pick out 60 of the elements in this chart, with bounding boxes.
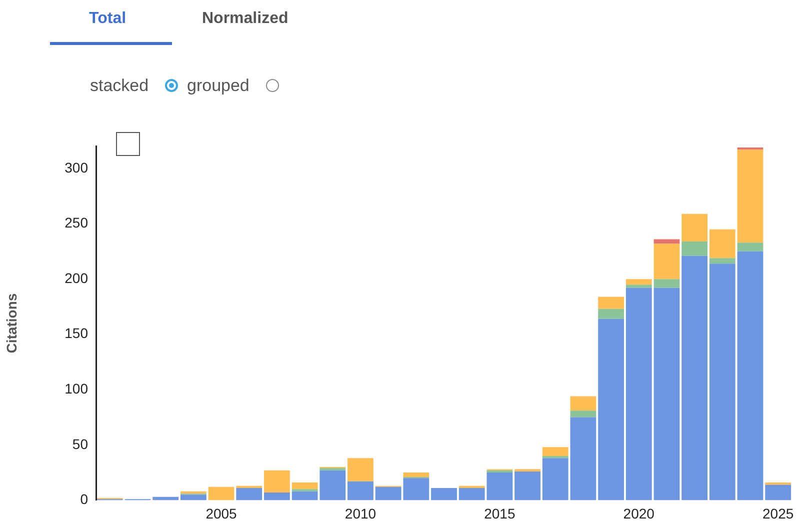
bar bbox=[626, 288, 652, 500]
bar bbox=[765, 484, 792, 500]
x-tick-label: 2010 bbox=[344, 505, 376, 522]
bar bbox=[236, 486, 262, 488]
bar bbox=[320, 470, 346, 500]
bar bbox=[264, 470, 290, 492]
bar bbox=[208, 486, 234, 500]
bar bbox=[654, 279, 680, 288]
bar bbox=[292, 482, 318, 490]
bar bbox=[570, 410, 596, 418]
bar bbox=[709, 258, 736, 264]
text: grouped bbox=[187, 76, 250, 96]
y-tick-label: 250 bbox=[64, 214, 88, 231]
bar bbox=[682, 256, 708, 500]
bar bbox=[570, 396, 596, 411]
bar bbox=[737, 150, 764, 243]
y-tick-label: 150 bbox=[64, 325, 88, 342]
bar bbox=[626, 284, 652, 288]
bar bbox=[709, 229, 736, 258]
bar bbox=[709, 264, 736, 500]
bar bbox=[348, 458, 374, 482]
bar bbox=[264, 492, 290, 500]
bar bbox=[403, 472, 430, 477]
bar bbox=[598, 296, 624, 309]
bar bbox=[737, 251, 764, 500]
bar bbox=[626, 279, 652, 285]
bar bbox=[236, 488, 262, 500]
x-tick-label: 2005 bbox=[206, 505, 238, 522]
bar bbox=[431, 488, 457, 500]
bar bbox=[292, 491, 318, 500]
bar bbox=[737, 242, 764, 252]
text: Normalized bbox=[202, 10, 288, 28]
bar bbox=[682, 241, 708, 256]
bar bbox=[542, 456, 568, 458]
bar bbox=[180, 494, 206, 500]
x-tick-label: 2015 bbox=[484, 505, 516, 522]
x-tick-label: 2020 bbox=[623, 505, 655, 522]
text: Total bbox=[89, 10, 126, 28]
bar bbox=[598, 308, 624, 319]
bar bbox=[486, 470, 513, 473]
bar bbox=[682, 214, 708, 242]
bar bbox=[514, 471, 540, 500]
bar bbox=[180, 491, 206, 494]
y-axis-title: Citations bbox=[3, 293, 20, 354]
bar bbox=[598, 318, 624, 500]
y-tick-label: 0 bbox=[80, 491, 88, 508]
y-tick-label: 50 bbox=[72, 436, 88, 452]
bar bbox=[152, 496, 179, 500]
bar bbox=[654, 244, 680, 280]
bar bbox=[654, 288, 680, 500]
bar bbox=[570, 417, 596, 500]
bar bbox=[348, 481, 374, 500]
x-tick-label: 2025 bbox=[762, 505, 794, 522]
y-tick-label: 200 bbox=[64, 270, 88, 286]
bar bbox=[542, 447, 568, 456]
bar bbox=[542, 458, 568, 500]
y-tick-label: 300 bbox=[64, 159, 88, 176]
y-tick-label: 100 bbox=[64, 380, 88, 396]
bar bbox=[458, 486, 485, 488]
text: stacked bbox=[90, 76, 149, 96]
